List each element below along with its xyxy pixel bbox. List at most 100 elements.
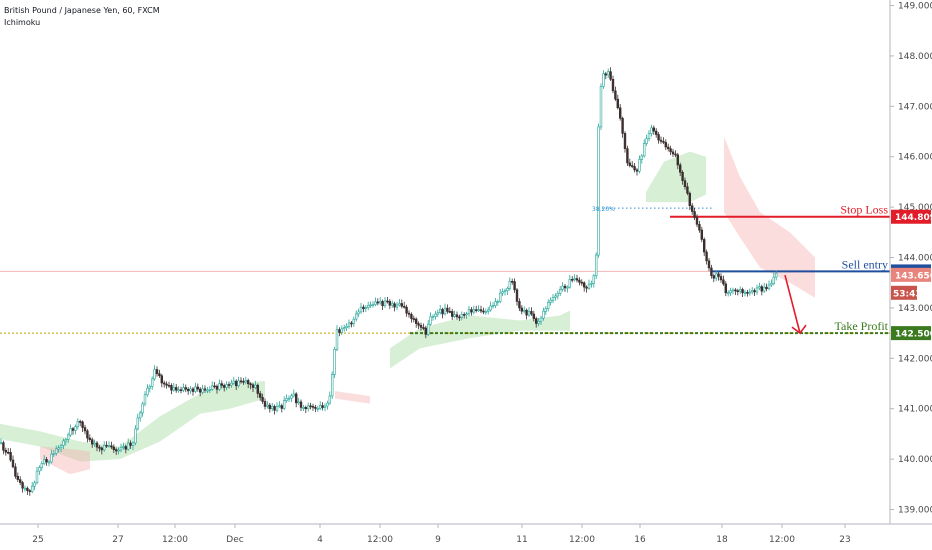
candle-body-139: [333, 349, 336, 375]
candle-body-238: [570, 279, 574, 281]
candle-body-291: [698, 224, 701, 231]
candle-body-216: [518, 301, 521, 309]
candle-body-154: [369, 304, 372, 307]
candle-body-319: [765, 286, 768, 290]
candle-body-166: [398, 303, 401, 306]
candle-body-47: [112, 446, 116, 450]
candle-body-97: [232, 380, 235, 384]
candle-body-133: [318, 405, 322, 409]
candle-body-187: [448, 311, 451, 313]
candle-body-159: [381, 301, 384, 307]
candle-body-171: [410, 314, 413, 319]
candle-body-220: [527, 311, 531, 316]
candle-body-286: [686, 186, 689, 194]
candle-body-244: [585, 286, 588, 289]
candle-body-90: [215, 385, 219, 390]
level-label-1: Sell entry: [842, 257, 888, 271]
candle-body-168: [402, 305, 406, 308]
candle-body-279: [669, 148, 672, 153]
candle-body-204: [489, 305, 492, 311]
candle-body-228: [546, 302, 550, 309]
candle-body-247: [592, 275, 596, 284]
candle-body-151: [362, 306, 365, 309]
candle-body-196: [470, 309, 473, 313]
level-label-2: Take Profit: [835, 319, 889, 333]
candle-body-310: [743, 292, 747, 294]
candle-body-127: [304, 407, 307, 410]
level-label-0: Stop Loss: [840, 203, 888, 217]
x-tick-label-7: 11: [516, 535, 527, 545]
candle-body-153: [366, 304, 370, 308]
candle-body-245: [587, 283, 591, 289]
candle-body-93: [223, 385, 226, 388]
candle-body-57: [136, 417, 139, 430]
candle-body-58: [139, 412, 142, 419]
candle-body-65: [155, 369, 159, 374]
candle-body-108: [258, 393, 262, 398]
candle-body-200: [479, 309, 483, 312]
candle-body-35: [83, 427, 87, 432]
candle-body-125: [299, 401, 303, 408]
candle-body-195: [467, 309, 471, 315]
candle-body-55: [131, 442, 135, 446]
candle-body-290: [695, 217, 699, 225]
candle-body-124: [297, 401, 300, 404]
candle-body-72: [172, 387, 175, 391]
candle-body-264: [633, 166, 636, 171]
candle-body-156: [374, 301, 377, 305]
candle-body-313: [750, 290, 754, 293]
candle-body-121: [290, 395, 293, 399]
candle-body-68: [163, 382, 166, 385]
candle-body-119: [285, 398, 288, 401]
candle-body-129: [309, 405, 312, 408]
candle-body-180: [431, 316, 435, 318]
x-tick-label-11: 12:00: [769, 535, 795, 545]
candle-body-295: [707, 260, 711, 269]
candle-body-77: [184, 387, 187, 390]
candle-body-26: [62, 440, 65, 446]
candle-body-34: [81, 421, 84, 428]
candle-body-239: [573, 278, 576, 281]
candle-body-102: [244, 380, 247, 383]
candle-body-64: [153, 369, 156, 380]
candle-body-15: [35, 470, 39, 484]
candle-body-297: [712, 275, 716, 279]
candle-body-281: [674, 153, 677, 156]
candle-body-224: [537, 320, 540, 324]
candle-body-214: [513, 281, 516, 291]
candle-body-278: [666, 146, 670, 150]
x-tick-label-5: 12:00: [367, 535, 393, 545]
candle-body-309: [741, 289, 744, 294]
candle-body-28: [67, 434, 70, 440]
candle-body-304: [729, 290, 732, 294]
candle-body-115: [275, 406, 279, 411]
candle-body-62: [148, 386, 151, 389]
candle-body-4: [9, 452, 12, 461]
candle-body-135: [323, 405, 327, 408]
candle-body-210: [503, 290, 507, 293]
candle-body-106: [254, 384, 257, 388]
current-price-tag: 143.656: [895, 271, 932, 281]
candle-body-253: [606, 71, 610, 76]
candle-body-282: [676, 154, 680, 166]
candle-body-38: [91, 439, 94, 445]
cloud-red-1: [335, 391, 370, 404]
candle-body-0: [0, 442, 3, 445]
candle-body-134: [321, 405, 324, 408]
y-tick-label-2: 141.000: [898, 405, 932, 415]
candle-body-285: [683, 180, 687, 188]
candle-body-178: [426, 323, 430, 335]
candle-body-226: [542, 310, 545, 319]
candle-body-5: [11, 459, 15, 468]
candle-body-29: [69, 428, 72, 436]
candle-body-103: [247, 380, 250, 385]
candle-body-212: [508, 281, 511, 289]
candle-body-148: [354, 313, 358, 320]
candle-body-51: [122, 446, 125, 448]
candle-body-292: [700, 229, 704, 240]
symbol-title: British Pound / Japanese Yen, 60, FXCM: [4, 6, 160, 15]
candle-body-250: [599, 86, 603, 128]
candle-body-175: [419, 325, 423, 328]
candle-body-194: [465, 313, 468, 316]
